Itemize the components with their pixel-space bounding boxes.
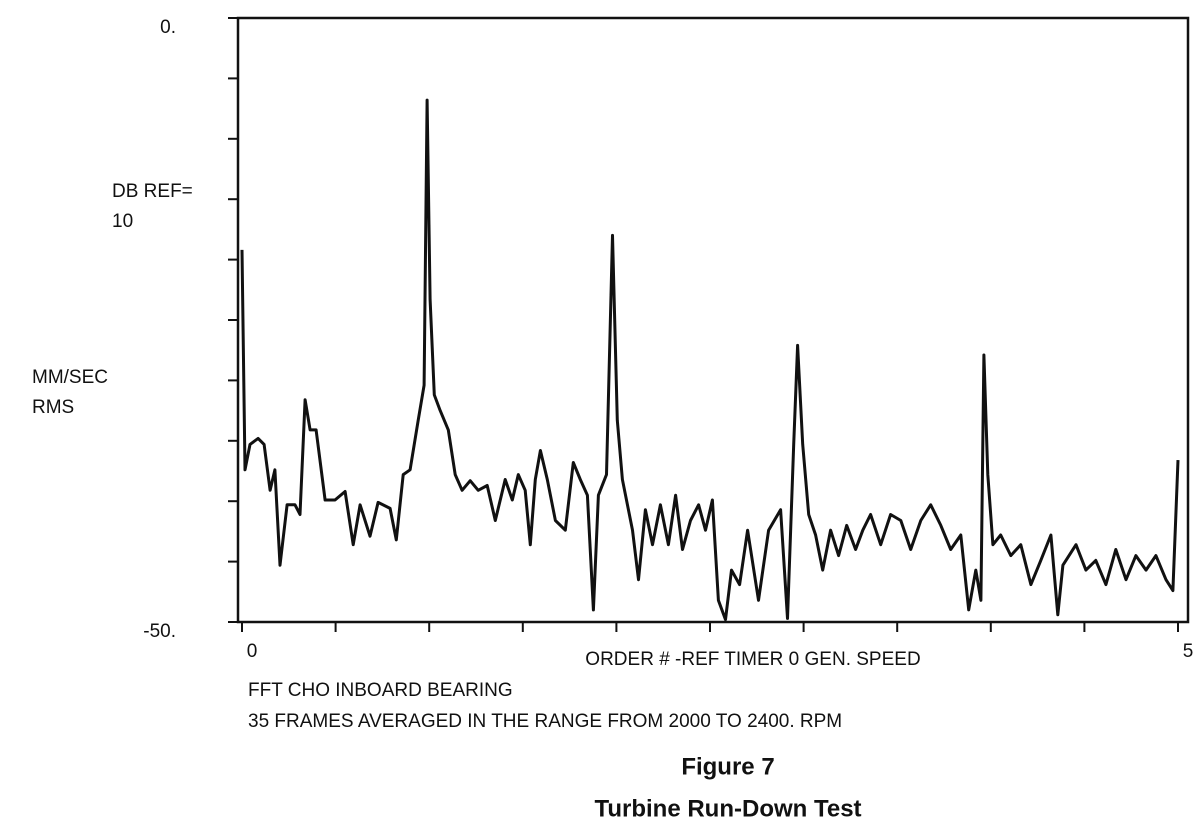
- caption: Turbine Run-Down Test: [594, 795, 861, 822]
- y-axis-label: 10: [112, 211, 133, 232]
- y-axis-label: RMS: [32, 397, 74, 418]
- note: 35 FRAMES AVERAGED IN THE RANGE FROM 200…: [248, 711, 842, 732]
- x-tick-label: 0: [247, 641, 258, 662]
- y-axis-label: DB REF=: [112, 181, 193, 202]
- y-axis-label: MM/SEC: [32, 367, 108, 388]
- y-tick-label: -50.: [143, 621, 176, 642]
- data-line: [240, 98, 1180, 622]
- caption: Figure 7: [681, 753, 774, 780]
- x-tick-label: 5: [1183, 641, 1194, 662]
- note: FFT CHO INBOARD BEARING: [248, 680, 513, 701]
- x-axis-label: ORDER # -REF TIMER 0 GEN. SPEED: [585, 649, 920, 670]
- y-tick-label: 0.: [160, 17, 176, 38]
